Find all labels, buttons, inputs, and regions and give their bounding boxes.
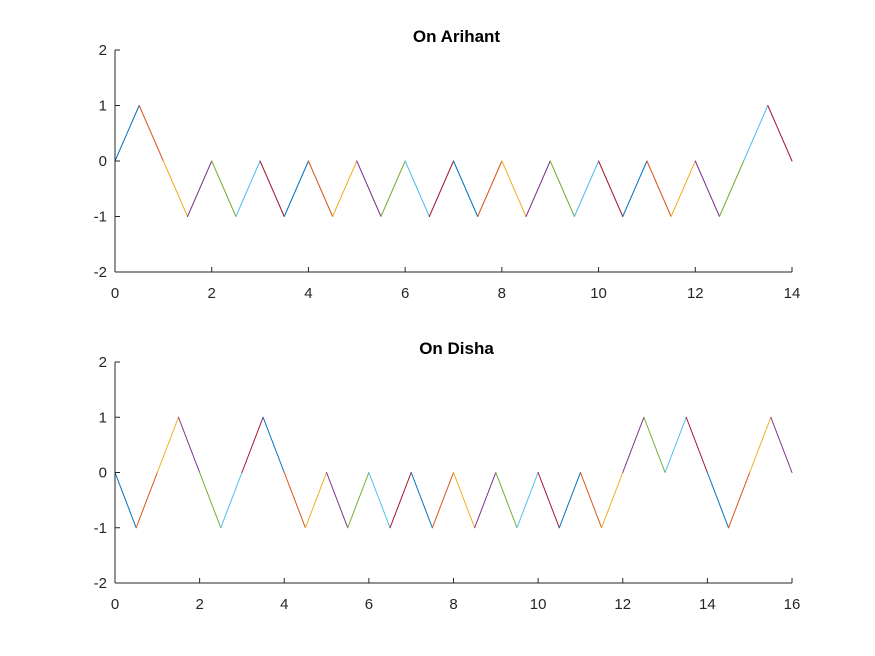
- x-tick-label: 6: [365, 596, 373, 613]
- line-segment: [138, 105, 164, 162]
- line-segment: [622, 416, 645, 473]
- line-segment: [643, 416, 666, 473]
- line-segment: [156, 416, 179, 473]
- line-segment: [410, 472, 433, 529]
- line-segment: [187, 160, 213, 217]
- line-segment: [453, 160, 479, 217]
- line-segment: [646, 160, 672, 217]
- line-segment: [495, 472, 518, 529]
- line-segment: [516, 472, 539, 529]
- y-tick-label: -2: [94, 264, 107, 281]
- line-segment: [368, 472, 391, 529]
- line-segment: [770, 416, 793, 473]
- line-segment: [706, 472, 730, 529]
- line-segment: [326, 472, 349, 529]
- line-segment: [235, 160, 261, 217]
- line-segment: [283, 472, 306, 529]
- line-segment: [573, 160, 600, 217]
- line-segment: [262, 416, 285, 473]
- line-segment: [670, 160, 696, 217]
- chart-title: On Arihant: [413, 27, 501, 46]
- x-tick-label: 2: [195, 596, 203, 613]
- line-segment: [728, 472, 751, 529]
- x-tick-label: 4: [280, 596, 288, 613]
- x-tick-label: 0: [111, 596, 119, 613]
- line-segment: [601, 472, 624, 529]
- line-segment: [453, 472, 476, 529]
- line-segment: [307, 160, 334, 217]
- line-segment: [743, 105, 769, 162]
- line-segment: [241, 416, 264, 473]
- line-segment: [598, 160, 624, 217]
- line-segment: [380, 160, 406, 217]
- line-segment: [749, 416, 772, 473]
- line-series: [114, 105, 793, 217]
- line-segment: [501, 160, 527, 217]
- line-segment: [718, 160, 745, 217]
- line-segment: [428, 160, 454, 217]
- line-segment: [477, 160, 503, 217]
- line-segment: [694, 160, 720, 217]
- x-tick-label: 0: [111, 285, 119, 302]
- y-tick-label: -1: [94, 209, 107, 226]
- line-segment: [404, 160, 430, 217]
- chart-title: On Disha: [419, 339, 494, 358]
- line-segment: [114, 472, 137, 529]
- line-segment: [558, 472, 581, 529]
- line-segment: [474, 472, 497, 529]
- y-tick-label: 2: [99, 354, 107, 371]
- y-tick-label: 1: [99, 98, 107, 115]
- x-tick-label: 6: [401, 285, 409, 302]
- x-tick-label: 2: [208, 285, 216, 302]
- line-segment: [114, 105, 140, 162]
- line-segment: [199, 472, 222, 529]
- line-segment: [622, 160, 648, 217]
- x-tick-label: 10: [530, 596, 547, 613]
- line-segment: [549, 160, 575, 217]
- line-segment: [356, 160, 382, 217]
- x-tick-label: 12: [687, 285, 704, 302]
- y-tick-label: 0: [99, 153, 107, 170]
- line-segment: [525, 160, 551, 217]
- line-segment: [537, 472, 560, 529]
- line-segment: [220, 472, 243, 529]
- line-segment: [767, 105, 793, 162]
- line-segment: [259, 160, 285, 217]
- line-segment: [211, 160, 237, 217]
- line-segment: [431, 472, 454, 529]
- line-segment: [389, 472, 412, 529]
- x-tick-label: 4: [304, 285, 312, 302]
- line-segment: [664, 416, 687, 473]
- y-tick-label: -1: [94, 520, 107, 537]
- x-tick-label: 8: [449, 596, 457, 613]
- y-tick-label: 2: [99, 42, 107, 59]
- line-segment: [579, 472, 603, 529]
- line-series: [114, 416, 793, 529]
- line-segment: [685, 416, 708, 473]
- line-segment: [347, 472, 370, 529]
- x-tick-label: 16: [784, 596, 801, 613]
- line-segment: [177, 416, 201, 473]
- x-tick-label: 14: [699, 596, 716, 613]
- x-tick-label: 8: [498, 285, 506, 302]
- line-segment: [162, 160, 189, 217]
- line-segment: [332, 160, 358, 217]
- y-tick-label: 1: [99, 409, 107, 426]
- line-segment: [135, 472, 158, 529]
- x-tick-label: 10: [590, 285, 607, 302]
- x-tick-label: 12: [614, 596, 631, 613]
- y-tick-label: 0: [99, 465, 107, 482]
- x-tick-label: 14: [784, 285, 801, 302]
- y-tick-label: -2: [94, 575, 107, 592]
- line-segment: [304, 472, 328, 529]
- line-segment: [283, 160, 309, 217]
